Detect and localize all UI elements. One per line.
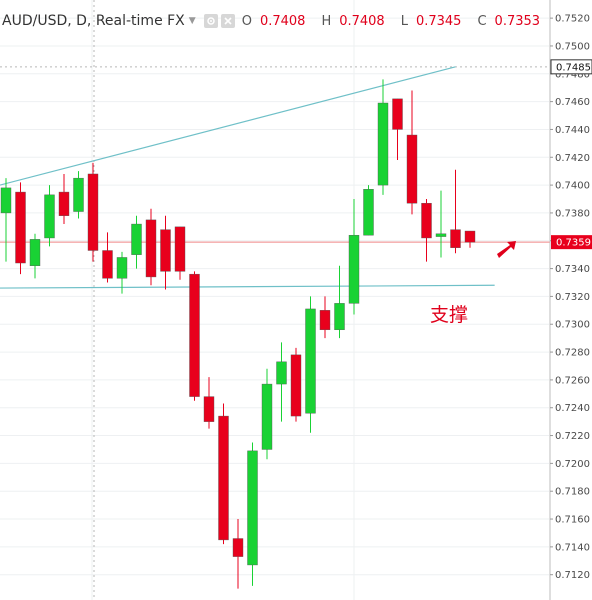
- y-tick-label: 0.7220: [555, 431, 590, 442]
- candle-body[interactable]: [15, 191, 26, 264]
- y-tick-label: 0.7240: [555, 403, 590, 414]
- high-label: H: [321, 13, 332, 29]
- candle-body[interactable]: [276, 361, 287, 385]
- candle-body[interactable]: [73, 177, 84, 212]
- y-tick-label: 0.7340: [555, 264, 590, 275]
- candle-body[interactable]: [131, 223, 142, 255]
- open-value: 0.7408: [259, 13, 306, 29]
- candle-body[interactable]: [145, 219, 157, 278]
- chevron-down-icon[interactable]: ▼: [188, 16, 196, 26]
- trendline-support[interactable]: [0, 284, 495, 289]
- close-label: C: [477, 13, 487, 29]
- y-tick-label: 0.7460: [555, 97, 590, 108]
- candle-body[interactable]: [450, 229, 461, 248]
- y-tick-label: 0.7180: [555, 487, 590, 498]
- low-value: 0.7345: [415, 13, 462, 29]
- current-price-label: 0.7359: [556, 238, 591, 249]
- candle-body[interactable]: [334, 303, 345, 331]
- candle-body[interactable]: [406, 134, 418, 204]
- candle-body[interactable]: [174, 226, 186, 272]
- y-tick-label: 0.7320: [555, 292, 590, 303]
- candle-body[interactable]: [29, 239, 41, 267]
- candle-body[interactable]: [102, 250, 113, 279]
- candle-body[interactable]: [44, 194, 55, 239]
- low-label: L: [400, 13, 408, 29]
- y-tick-label: 0.7420: [555, 153, 590, 164]
- y-tick-label: 0.7120: [555, 570, 590, 581]
- candle-body[interactable]: [377, 102, 389, 186]
- candle-body[interactable]: [421, 202, 432, 239]
- high-value: 0.7408: [339, 13, 385, 29]
- candle-body[interactable]: [189, 273, 200, 397]
- close-icon[interactable]: [220, 14, 235, 28]
- candle-body[interactable]: [290, 354, 302, 417]
- open-label: O: [241, 13, 252, 29]
- candle-body[interactable]: [464, 230, 476, 243]
- y-tick-label: 0.7280: [555, 348, 590, 359]
- support-annotation: 支撑: [430, 304, 469, 326]
- chart-header: AUD/USD, D, Real-time FX ▼ O 0.7408 H 0.74…: [2, 10, 556, 32]
- crosshair-price-tag: [550, 59, 592, 75]
- candle-body[interactable]: [116, 257, 128, 279]
- candle-body[interactable]: [261, 383, 273, 450]
- candle-body[interactable]: [218, 415, 229, 541]
- candle-body[interactable]: [305, 308, 316, 414]
- candle-body[interactable]: [392, 98, 403, 130]
- y-tick-label: 0.7200: [555, 459, 590, 470]
- current-price-tag: [551, 235, 592, 250]
- y-tick-label: 0.7260: [555, 375, 590, 386]
- y-tick-label: 0.7480: [555, 69, 590, 80]
- price-axis[interactable]: [550, 0, 592, 600]
- candle-body[interactable]: [348, 234, 360, 304]
- trendline-upper[interactable]: [0, 66, 456, 186]
- y-tick-label: 0.7400: [555, 181, 590, 192]
- y-tick-label: 0.7140: [555, 542, 590, 553]
- candle-body[interactable]: [247, 450, 258, 566]
- ohlc-values: O 0.7408 H 0.7408 L 0.7345 C 0.7353: [242, 14, 556, 29]
- candle-body[interactable]: [319, 310, 331, 331]
- up-arrow-icon: [497, 241, 516, 258]
- y-tick-label: 0.7440: [555, 125, 590, 136]
- y-tick-label: 0.7500: [555, 41, 590, 52]
- y-tick-label: 0.7520: [555, 14, 590, 25]
- y-tick-label: 0.7300: [555, 320, 590, 331]
- candle-body[interactable]: [160, 229, 171, 272]
- candle-body[interactable]: [87, 173, 99, 251]
- candle-body[interactable]: [232, 538, 244, 557]
- candle-body[interactable]: [0, 187, 12, 214]
- candle-body[interactable]: [363, 189, 374, 236]
- candle-body[interactable]: [58, 191, 70, 216]
- crosshair-price-label: 0.7485: [556, 62, 591, 73]
- y-tick-label: 0.7380: [555, 208, 590, 219]
- close-value: 0.7353: [494, 13, 541, 29]
- candle-body[interactable]: [435, 233, 447, 237]
- y-tick-label: 0.7160: [555, 515, 590, 526]
- candle-body[interactable]: [203, 396, 215, 422]
- symbol-title[interactable]: AUD/USD, D, Real-time FX: [2, 13, 185, 29]
- settings-icon[interactable]: [203, 14, 218, 28]
